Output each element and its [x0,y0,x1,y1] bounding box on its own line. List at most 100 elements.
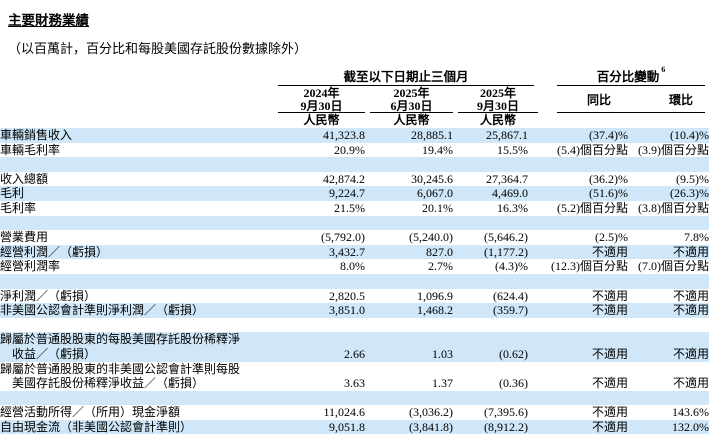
cell-2024-09-30: 8.0% [340,259,365,274]
cell-yoy: 不適用 [528,303,629,318]
period-group-header: 截至以下日期止三個月 [278,69,535,86]
cell-qoq: 不適用 [673,376,709,391]
cell-yoy [528,157,629,172]
cell-2025-09-30: 15.5% [497,142,529,157]
cell-2025-06-30 [365,215,453,231]
table-row: 淨利潤／（虧損） 2,820.5 1,096.9 (624.4) 不適用 不適用 [0,289,709,304]
financial-table: 截至以下日期止三個月 百分比變動6 2024年 9月30日 [0,65,709,435]
cell-qoq [628,390,709,406]
table-row: 營業費用 (5,792.0) (5,240.0) (5,646.2) (2.5)% 7.8… [0,230,709,245]
cell-yoy: 不適用 [528,332,629,362]
currency-label: 人民幣 [480,113,517,127]
cell-2024-09-30 [283,390,365,406]
table-body: 車輛銷售收入 41,323.8 28,885.1 25,867.1 (37.4)% (10… [0,128,709,435]
row-label: 非美國公認會計準則淨利潤／（虧損） [0,303,283,318]
col-header-2025-09-30: 2025年 9月30日 [458,86,539,113]
col-header-2025-06-30: 2025年 6月30日 [370,86,453,113]
cell-qoq [628,215,709,231]
col-date: 9月30日 [477,98,520,113]
row-label: 車輛銷售收入 [0,128,283,143]
cell-yoy [528,273,629,289]
cell-2024-09-30: 41,323.8 [283,128,365,143]
header-currency-row: 人民幣 人民幣 人民幣 [0,113,709,128]
cell-2025-06-30: 1.37 [432,376,453,391]
table-row: 非美國公認會計準則淨利潤／（虧損） 3,851.0 1,468.2 (359.7) 不適… [0,303,709,318]
cell-yoy: (37.4)% [528,128,629,143]
cell-2025-06-30: 6,067.0 [365,186,453,201]
col-year: 2024年 [303,86,340,100]
cell-2024-09-30: 3,851.0 [283,303,365,318]
cell-2025-06-30: 1,096.9 [417,288,453,303]
cell-2024-09-30: 9,051.8 [283,419,365,435]
table-row: 歸屬於普通股股東的非美國公認會計準則每股 美國存託股份稀釋淨收益／（虧損） 3.6… [0,362,709,391]
cell-yoy [528,318,628,333]
cell-2024-09-30: 2,820.5 [329,288,365,303]
cell-2024-09-30: 11,024.6 [323,405,365,420]
cell-2025-09-30 [453,273,529,289]
table-row: 經營利潤率 8.0% 2.7% (4.3)% (12.3)個百分點 (7.0)個百分點 [0,259,709,274]
row-label: 歸屬於普通股股東的每股美國存託股份稀釋淨 收益／（虧損） [0,332,283,362]
cell-2025-06-30: 28,885.1 [365,128,453,143]
cell-qoq: 不適用 [628,244,709,260]
cell-yoy: (12.3)個百分點 [551,259,629,274]
table-row: 車輛毛利率 20.9% 19.4% 15.5% (5.4)個百分點 (3.9)個百分點 [0,143,709,158]
table-header: 截至以下日期止三個月 百分比變動6 2024年 9月30日 [0,65,709,128]
cell-2025-09-30: 25,867.1 [453,128,529,143]
cell-2024-09-30 [283,215,365,231]
cell-qoq [628,157,709,172]
cell-yoy: 不適用 [528,419,629,435]
cell-2025-09-30: (1,177.2) [453,244,529,260]
row-label: 淨利潤／（虧損） [0,288,97,303]
cell-2024-09-30: (5,792.0) [321,230,365,245]
cell-2025-09-30: (0.36) [499,376,529,391]
cell-2025-06-30: (5,240.0) [409,230,453,245]
currency-label: 人民幣 [393,113,430,127]
row-label: 自由現金流（非美國公認會計準則） [0,419,283,435]
cell-2024-09-30: 42,874.2 [323,171,365,186]
row-label: 車輛毛利率 [0,142,61,157]
spacer-row [0,318,709,333]
spacer-row [0,215,709,231]
row-label: 經營利潤率 [0,259,61,274]
cell-2025-09-30: (7,395.6) [484,405,529,420]
cell-2025-09-30: 27,364.7 [486,171,529,186]
table-row: 毛利 9,224.7 6,067.0 4,469.0 (51.6)% (26.3)% [0,186,709,201]
row-label: 收入總額 [0,171,49,186]
cell-2025-09-30: (624.4) [493,288,529,303]
cell-2025-06-30 [365,157,453,172]
table-row: 車輛銷售收入 41,323.8 28,885.1 25,867.1 (37.4)% (10… [0,128,709,143]
col-header-2024-09-30: 2024年 9月30日 [278,86,365,113]
cell-2025-09-30 [453,390,529,406]
cell-2025-09-30: (8,912.2) [453,419,529,435]
cell-2025-09-30: (359.7) [453,303,529,318]
row-label [0,318,283,333]
cell-2024-09-30: 3.63 [344,376,365,391]
row-label: 經營活動所得／（所用）現金淨額 [0,405,181,420]
cell-qoq: (7.0)個百分點 [638,259,709,274]
col-year: 2025年 [480,86,517,100]
cell-qoq: 143.6% [672,405,709,420]
page-subtitle: （以百萬計，百分比和每股美國存託股份數據除外） [8,41,308,56]
cell-2024-09-30 [283,157,365,172]
cell-2025-06-30 [365,273,453,289]
cell-2025-09-30 [453,157,529,172]
currency-label: 人民幣 [303,113,340,127]
cell-qoq: 不適用 [628,303,709,318]
cell-yoy: 不適用 [592,288,629,303]
cell-2025-06-30: 1,468.2 [365,303,453,318]
header-label-spacer [0,69,283,86]
page-title: 主要財務業績 [8,13,89,28]
cell-qoq: (10.4)% [628,128,709,143]
cell-qoq [628,318,709,333]
col-date: 9月30日 [300,98,343,113]
cell-qoq: (3.8)個百分點 [638,200,709,215]
col-year: 2025年 [393,86,430,100]
spacer-row [0,157,709,172]
row-label: 營業費用 [0,230,49,245]
row-label [0,157,283,172]
col-header-qoq: 環比 [669,92,694,107]
pct-change-label: 百分比變動 [596,70,660,84]
cell-2024-09-30: 3,432.7 [283,244,365,260]
cell-yoy: (36.2)% [589,171,629,186]
